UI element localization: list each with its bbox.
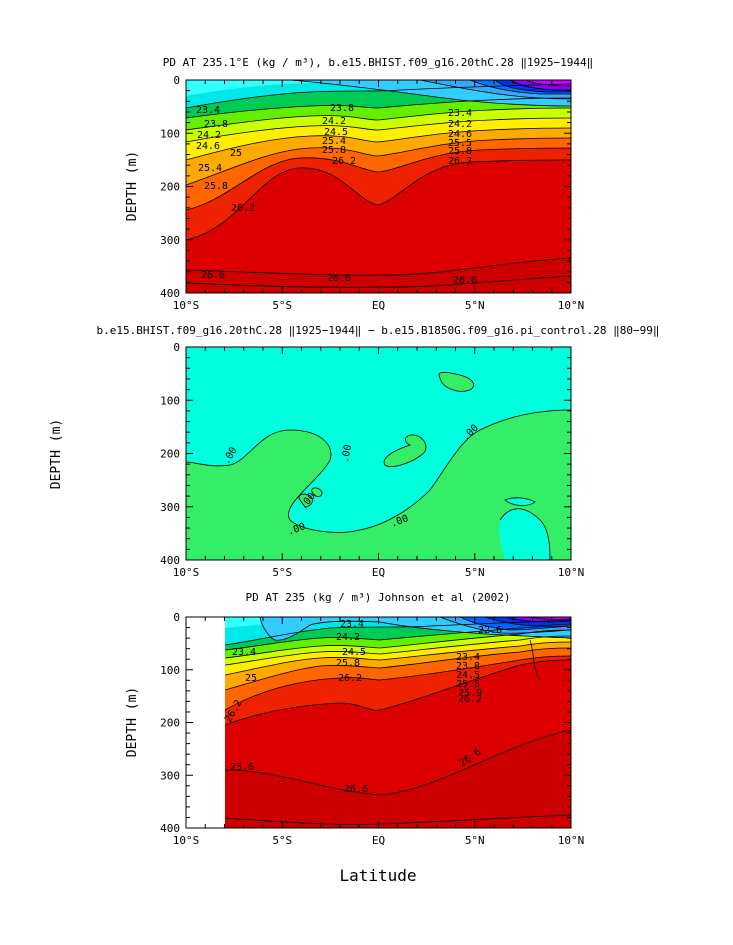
x-tick-label: 5°S xyxy=(272,299,292,312)
panel-1: PD AT 235.1°E (kg / m³), b.e15.BHIST.f09… xyxy=(125,56,593,312)
x-tick-label: 10°N xyxy=(558,299,585,312)
x-tick-label: 5°N xyxy=(465,299,485,312)
panel-2-axes: 10°S 5°S EQ 5°N 10°N 0 100 200 300 400 xyxy=(160,341,584,579)
panel-1-clabel: 23.4 xyxy=(448,108,472,119)
panel-2: b.e15.BHIST.f09_g16.20thC.28 ‖1925−1944‖… xyxy=(49,324,659,579)
x-tick-label: 10°S xyxy=(173,834,200,847)
x-tick-label: 10°N xyxy=(558,834,585,847)
panel-3-clabel: 25.9 xyxy=(458,688,482,699)
panel-3-clabel: 24.5 xyxy=(342,647,366,658)
x-tick-label: EQ xyxy=(372,566,385,579)
panel-3-clabel: 22.6 xyxy=(478,625,502,636)
panel-3-clabel: 25.5 xyxy=(456,679,480,690)
x-tick-label: 5°N xyxy=(465,834,485,847)
panel-3-clabel: 25 xyxy=(245,673,257,684)
panel-3: PD AT 235 (kg / m³) Johnson et al (2002) xyxy=(125,591,584,885)
panel-1-clabel: 26.6 xyxy=(327,273,351,284)
y-tick-label: 200 xyxy=(160,448,180,461)
y-tick-label: 200 xyxy=(160,717,180,730)
panel-2-title: b.e15.BHIST.f09_g16.20thC.28 ‖1925−1944‖… xyxy=(97,324,660,337)
panel-1-clabel: 25.8 xyxy=(204,181,228,192)
panel-3-axes: 10°S 5°S EQ 5°N 10°N 0 100 200 300 400 xyxy=(160,611,584,847)
y-tick-label: 300 xyxy=(160,769,180,782)
x-tick-label: 10°S xyxy=(173,566,200,579)
panel-1-clabel: 24.6 xyxy=(196,141,220,152)
panel-1-clabel: 26.6 xyxy=(201,270,225,281)
x-tick-label: 10°N xyxy=(558,566,585,579)
panel-3-clabel: 26.2 xyxy=(458,694,482,705)
panel-3-clabel: 25.6 xyxy=(230,762,254,773)
panel-1-clabel: 25 xyxy=(230,148,242,159)
panel-1-clabel: 24.6 xyxy=(448,129,472,140)
panel-3-clabel: 25.8 xyxy=(336,658,360,669)
y-tick-label: 100 xyxy=(160,664,180,677)
panel-1-clabel: 25.4 xyxy=(322,136,346,147)
panel-1-clabel: 26.2 xyxy=(332,156,356,167)
panel-3-contour-field xyxy=(225,617,571,828)
panel-1-clabel: 24.2 xyxy=(448,119,472,130)
x-tick-label: 5°S xyxy=(272,566,292,579)
panel-1-clabel: 23.4 xyxy=(196,105,220,116)
panel-3-clabel: 23.4 xyxy=(340,619,364,630)
panel-1-clabel: 26.2 xyxy=(231,203,255,214)
panel-3-clabel: 24.5 xyxy=(456,670,480,681)
y-tick-label: 200 xyxy=(160,181,180,194)
y-tick-label: 0 xyxy=(173,74,180,87)
panel-3-clabel: 24.2 xyxy=(336,632,360,643)
x-tick-label: EQ xyxy=(372,299,385,312)
x-axis-label: Latitude xyxy=(339,866,416,885)
x-tick-label: 10°S xyxy=(173,299,200,312)
panel-1-clabel: 25.4 xyxy=(198,163,222,174)
panel-1-clabel: 25.8 xyxy=(322,145,346,156)
panel-2-clabel: .00 xyxy=(340,444,354,464)
y-tick-label: 400 xyxy=(160,287,180,300)
panel-1-title: PD AT 235.1°E (kg / m³), b.e15.BHIST.f09… xyxy=(163,56,593,69)
panel-1-clabel: 24.2 xyxy=(197,130,221,141)
panel-1-clabel: 24.2 xyxy=(322,116,346,127)
panel-1-clabel: 23.8 xyxy=(204,119,228,130)
panel-1-clabel: 25.5 xyxy=(448,138,472,149)
panel-2-contour-field xyxy=(186,347,571,560)
panel-1-clabel: 23.8 xyxy=(330,103,354,114)
panel-1-ylabel: DEPTH (m) xyxy=(125,151,140,221)
panel-3-clabel: 23.4 xyxy=(232,647,256,658)
panel-3-title: PD AT 235 (kg / m³) Johnson et al (2002) xyxy=(246,591,511,604)
panel-1-contour-field xyxy=(186,80,571,293)
panel-3-clabel: 23.8 xyxy=(456,661,480,672)
x-tick-label: EQ xyxy=(372,834,385,847)
panel-1-clabel: 26.6 xyxy=(453,275,477,286)
y-tick-label: 0 xyxy=(173,611,180,624)
y-tick-label: 300 xyxy=(160,234,180,247)
y-tick-label: 400 xyxy=(160,822,180,835)
x-tick-label: 5°N xyxy=(465,566,485,579)
panel-3-clabel: 23.4 xyxy=(456,652,480,663)
y-tick-label: 100 xyxy=(160,127,180,140)
panel-3-clabel: 26.6 xyxy=(344,784,368,795)
x-tick-label: 5°S xyxy=(272,834,292,847)
panel-3-ylabel: DEPTH (m) xyxy=(125,687,140,757)
panel-1-contour-labels: 23.4 23.8 24.2 24.6 25 25.4 25.8 26.2 26… xyxy=(196,103,477,286)
panel-1-axes: 10°S 5°S EQ 5°N 10°N 0 100 200 300 400 xyxy=(160,74,584,312)
panel-2-ylabel: DEPTH (m) xyxy=(49,419,64,489)
y-tick-label: 400 xyxy=(160,554,180,567)
panel-3-clabel: 26.2 xyxy=(338,673,362,684)
y-tick-label: 100 xyxy=(160,394,180,407)
panel-1-clabel: 25.8 xyxy=(448,146,472,157)
y-tick-label: 0 xyxy=(173,341,180,354)
panel-1-clabel: 26.2 xyxy=(448,156,472,167)
y-tick-label: 300 xyxy=(160,501,180,514)
panel-1-clabel: 24.5 xyxy=(324,127,348,138)
